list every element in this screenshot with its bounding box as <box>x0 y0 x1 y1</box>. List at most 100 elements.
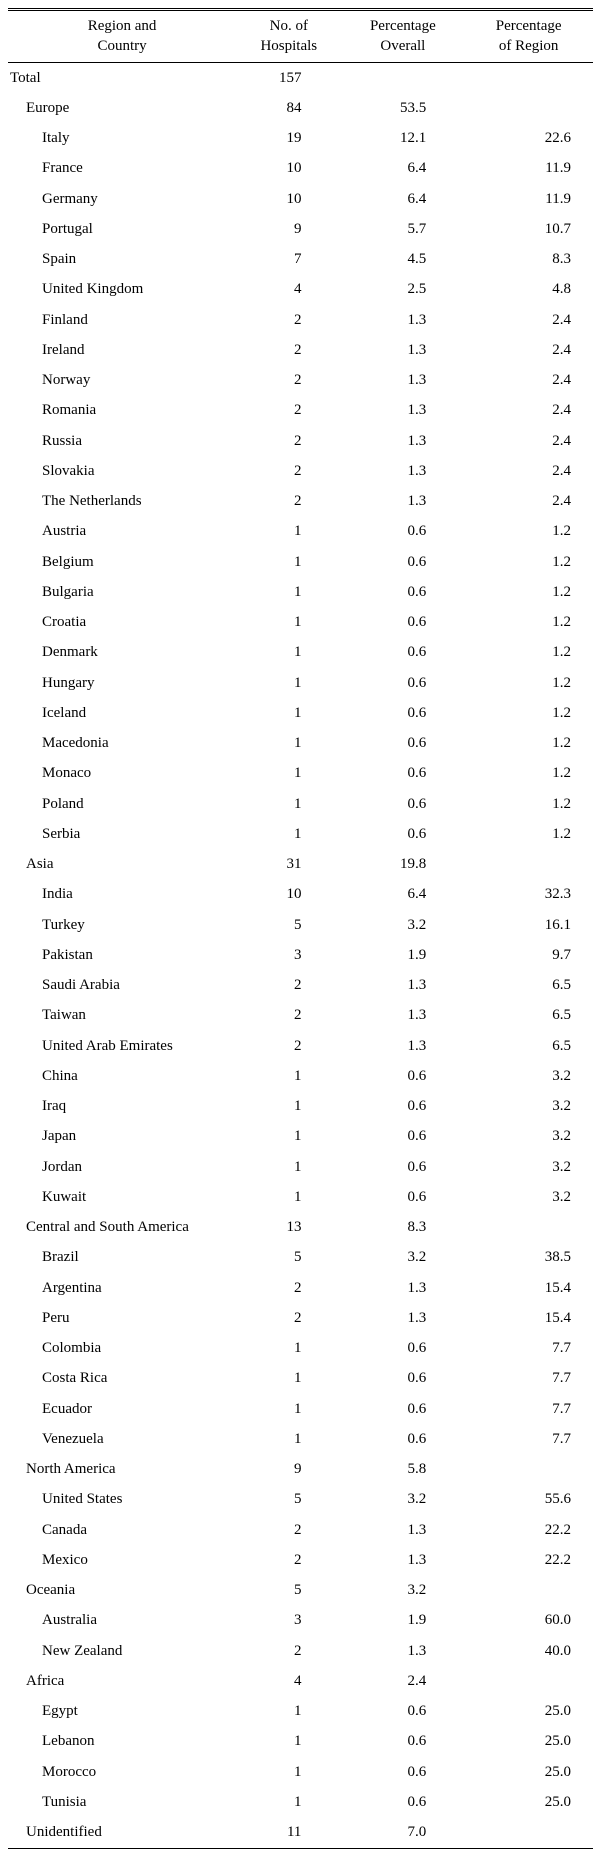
cell-percentage-region: 1.2 <box>464 638 593 668</box>
table-row: Pakistan31.99.7 <box>8 940 593 970</box>
cell-percentage-overall: 6.4 <box>341 880 464 910</box>
cell-hospitals: 1 <box>236 577 341 607</box>
cell-percentage-overall: 1.3 <box>341 335 464 365</box>
cell-label: Morocco <box>8 1757 236 1787</box>
table-row: Europe8453.5 <box>8 93 593 123</box>
cell-hospitals: 1 <box>236 638 341 668</box>
cell-label: Unidentified <box>8 1818 236 1849</box>
cell-percentage-overall: 0.6 <box>341 789 464 819</box>
cell-label: Kuwait <box>8 1182 236 1212</box>
cell-label: United Kingdom <box>8 275 236 305</box>
cell-percentage-region: 40.0 <box>464 1636 593 1666</box>
cell-label: Croatia <box>8 608 236 638</box>
cell-label: Romania <box>8 396 236 426</box>
cell-percentage-overall: 2.5 <box>341 275 464 305</box>
cell-percentage-overall: 6.4 <box>341 154 464 184</box>
cell-hospitals: 10 <box>236 184 341 214</box>
cell-percentage-region: 6.5 <box>464 1031 593 1061</box>
table-row: Norway21.32.4 <box>8 366 593 396</box>
cell-percentage-region: 1.2 <box>464 698 593 728</box>
table-row: Morocco10.625.0 <box>8 1757 593 1787</box>
cell-percentage-overall: 1.3 <box>341 396 464 426</box>
cell-label: Lebanon <box>8 1727 236 1757</box>
cell-percentage-overall: 0.6 <box>341 1787 464 1817</box>
table-row: Denmark10.61.2 <box>8 638 593 668</box>
column-header-line1: Percentage <box>370 18 436 34</box>
cell-label: The Netherlands <box>8 487 236 517</box>
cell-hospitals: 3 <box>236 940 341 970</box>
cell-percentage-region: 2.4 <box>464 426 593 456</box>
cell-percentage-region: 1.2 <box>464 517 593 547</box>
cell-hospitals: 5 <box>236 1243 341 1273</box>
cell-percentage-overall: 0.6 <box>341 668 464 698</box>
table-row: Peru21.315.4 <box>8 1303 593 1333</box>
cell-hospitals: 1 <box>236 1334 341 1364</box>
cell-hospitals: 5 <box>236 910 341 940</box>
cell-percentage-overall: 53.5 <box>341 93 464 123</box>
cell-percentage-overall: 4.5 <box>341 245 464 275</box>
cell-percentage-region: 2.4 <box>464 487 593 517</box>
cell-percentage-overall: 0.6 <box>341 819 464 849</box>
cell-hospitals: 2 <box>236 426 341 456</box>
cell-percentage-region <box>464 850 593 880</box>
cell-hospitals: 1 <box>236 517 341 547</box>
cell-percentage-overall: 3.2 <box>341 910 464 940</box>
cell-hospitals: 1 <box>236 1152 341 1182</box>
cell-hospitals: 1 <box>236 1092 341 1122</box>
cell-label: Saudi Arabia <box>8 971 236 1001</box>
cell-percentage-region: 22.2 <box>464 1515 593 1545</box>
cell-label: Denmark <box>8 638 236 668</box>
table-row: Iceland10.61.2 <box>8 698 593 728</box>
cell-percentage-overall: 3.2 <box>341 1485 464 1515</box>
cell-hospitals: 2 <box>236 366 341 396</box>
column-header-line2: Country <box>97 38 146 54</box>
cell-label: Turkey <box>8 910 236 940</box>
cell-hospitals: 2 <box>236 305 341 335</box>
cell-percentage-overall: 1.3 <box>341 1031 464 1061</box>
cell-label: Monaco <box>8 759 236 789</box>
cell-hospitals: 1 <box>236 547 341 577</box>
cell-hospitals: 2 <box>236 1303 341 1333</box>
cell-hospitals: 10 <box>236 154 341 184</box>
table-header-row: Region and Country No. of Hospitals Perc… <box>8 10 593 63</box>
table-row: United Kingdom42.54.8 <box>8 275 593 305</box>
cell-label: Belgium <box>8 547 236 577</box>
cell-hospitals: 31 <box>236 850 341 880</box>
cell-hospitals: 2 <box>236 456 341 486</box>
column-header-line1: Percentage <box>496 18 562 34</box>
cell-label: United Arab Emirates <box>8 1031 236 1061</box>
cell-percentage-overall: 12.1 <box>341 124 464 154</box>
cell-label: Russia <box>8 426 236 456</box>
cell-percentage-region <box>464 1818 593 1849</box>
cell-percentage-overall: 0.6 <box>341 547 464 577</box>
cell-percentage-region: 2.4 <box>464 366 593 396</box>
cell-hospitals: 2 <box>236 335 341 365</box>
cell-hospitals: 2 <box>236 1031 341 1061</box>
cell-hospitals: 1 <box>236 1364 341 1394</box>
table-row: Australia31.960.0 <box>8 1606 593 1636</box>
cell-label: Portugal <box>8 214 236 244</box>
cell-label: Slovakia <box>8 456 236 486</box>
table-row: India106.432.3 <box>8 880 593 910</box>
cell-label: China <box>8 1061 236 1091</box>
cell-percentage-overall: 1.3 <box>341 1303 464 1333</box>
cell-hospitals: 4 <box>236 1666 341 1696</box>
cell-hospitals: 1 <box>236 608 341 638</box>
cell-label: France <box>8 154 236 184</box>
cell-percentage-region: 25.0 <box>464 1727 593 1757</box>
table-row: Slovakia21.32.4 <box>8 456 593 486</box>
cell-percentage-overall: 1.3 <box>341 1636 464 1666</box>
cell-hospitals: 2 <box>236 396 341 426</box>
cell-percentage-overall: 0.6 <box>341 698 464 728</box>
cell-percentage-overall: 0.6 <box>341 1122 464 1152</box>
cell-percentage-region: 7.7 <box>464 1424 593 1454</box>
table-row: Romania21.32.4 <box>8 396 593 426</box>
cell-percentage-overall: 0.6 <box>341 1182 464 1212</box>
cell-percentage-region: 32.3 <box>464 880 593 910</box>
cell-percentage-overall: 1.3 <box>341 1545 464 1575</box>
cell-percentage-region: 1.2 <box>464 547 593 577</box>
cell-hospitals: 13 <box>236 1213 341 1243</box>
table-row: Germany106.411.9 <box>8 184 593 214</box>
cell-hospitals: 1 <box>236 1424 341 1454</box>
cell-percentage-overall: 5.7 <box>341 214 464 244</box>
